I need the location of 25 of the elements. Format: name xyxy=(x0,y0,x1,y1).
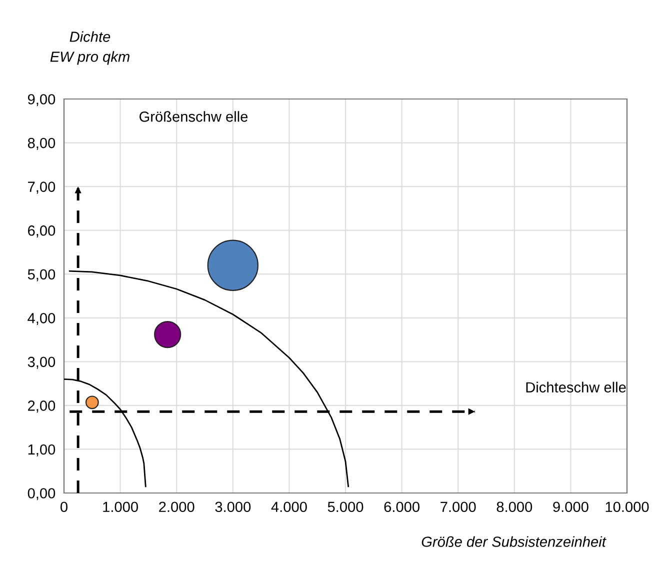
annotation: Größenschw elle xyxy=(140,111,248,122)
x-tick-label: 4.000 xyxy=(271,502,307,512)
x-tick-label: 5.000 xyxy=(328,502,364,512)
y-tick-label: 7,00 xyxy=(28,182,56,194)
x-tick-label: 2.000 xyxy=(159,502,194,512)
x-tick-label: 7.000 xyxy=(440,502,476,512)
x-tick-label: 9.000 xyxy=(553,502,588,512)
x-tick-label: 0 xyxy=(60,502,68,512)
y-axis-title: Dichte EW pro qkm xyxy=(50,31,130,65)
x-tick-label: 8.000 xyxy=(496,502,532,512)
y-tick-label: 0,00 xyxy=(28,488,56,500)
x-tick-label: 6.000 xyxy=(384,502,420,512)
y-tick-label: 6,00 xyxy=(28,225,56,238)
y-tick-label: 8,00 xyxy=(28,138,56,150)
y-tick-label: 9,00 xyxy=(28,94,56,106)
y-tick-label: 3,00 xyxy=(28,356,56,369)
x-tick-label: 10.000 xyxy=(606,502,649,512)
x-axis-title: Größe der Subsistenzeinheit xyxy=(422,536,606,547)
y-tick-label: 1,00 xyxy=(28,444,56,456)
y-tick-label: 2,00 xyxy=(28,400,56,413)
annotation: Dichteschw elle xyxy=(526,382,626,393)
x-tick-label: 3.000 xyxy=(215,502,251,512)
y-tick-label: 4,00 xyxy=(28,312,56,326)
y-tick-label: 5,00 xyxy=(28,269,56,282)
x-tick-label: 1.000 xyxy=(103,502,138,512)
